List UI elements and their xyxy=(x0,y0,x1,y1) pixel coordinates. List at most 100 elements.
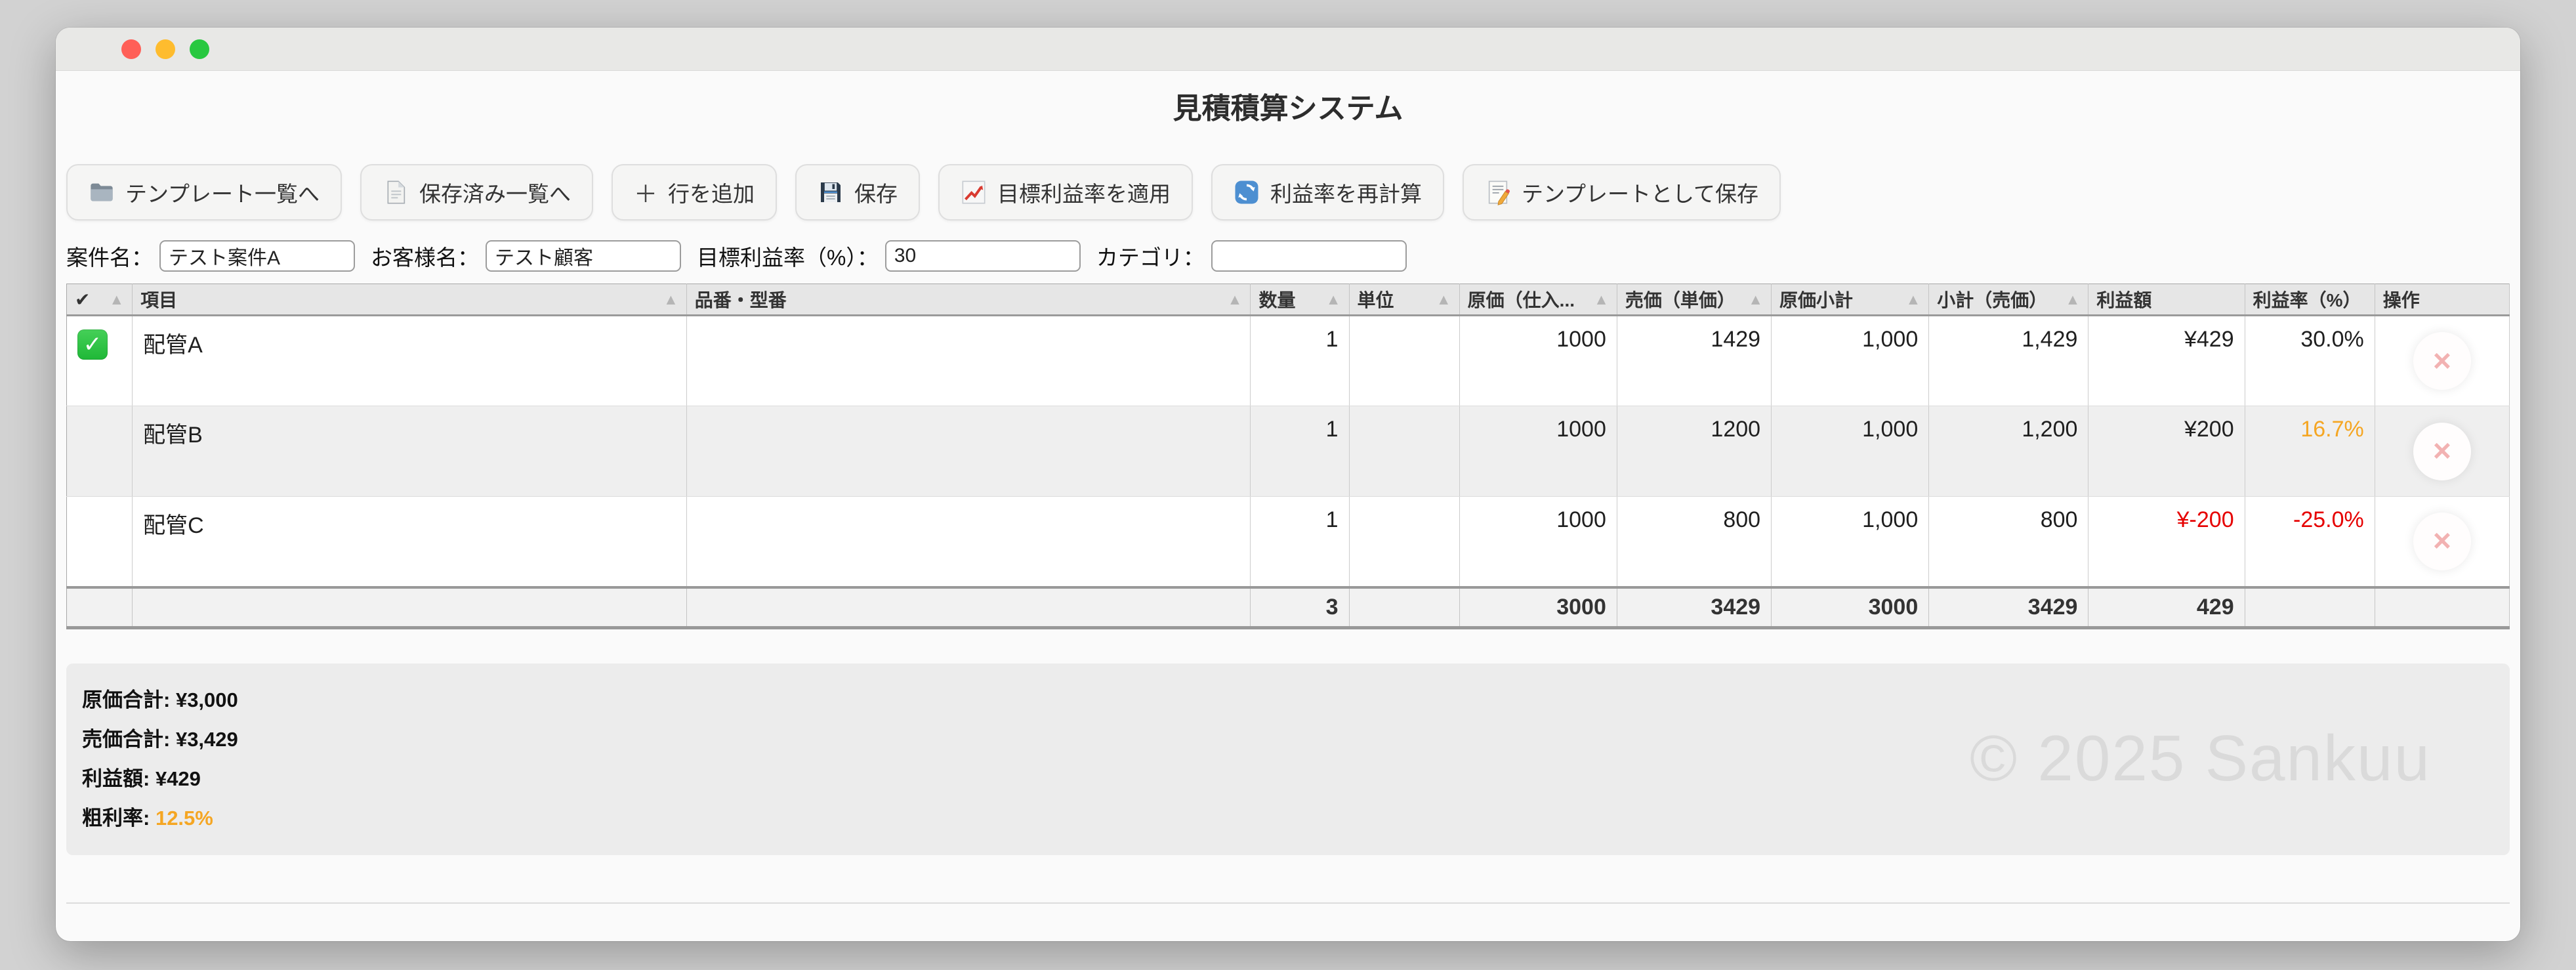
cell-profit: ¥-200 xyxy=(2088,496,2245,587)
target-margin-field[interactable] xyxy=(884,240,1081,272)
cell-margin: 30.0% xyxy=(2245,315,2375,406)
sort-asc-icon: ▲ xyxy=(1436,290,1451,308)
document-icon xyxy=(383,179,409,205)
cell-unit[interactable] xyxy=(1349,496,1460,587)
toolbar: テンプレート一覧へ 保存済み一覧へ ＋ 行を追加 保存 xyxy=(66,164,2510,221)
cell-profit: ¥429 xyxy=(2088,315,2245,406)
cell-price[interactable]: 800 xyxy=(1617,496,1772,587)
cell-cost[interactable]: 1000 xyxy=(1459,406,1617,497)
cell-actions: × xyxy=(2375,406,2510,497)
saved-list-button[interactable]: 保存済み一覧へ xyxy=(360,164,594,221)
close-button[interactable] xyxy=(121,39,141,59)
zoom-button[interactable] xyxy=(190,39,209,59)
category-field[interactable] xyxy=(1211,240,1407,272)
cell-price-subtotal: 1,429 xyxy=(1928,315,2089,406)
totals-cost-subtotal: 3000 xyxy=(1771,585,1930,629)
totals-part-no-cell xyxy=(686,585,1251,629)
sort-asc-icon: ▲ xyxy=(1227,290,1243,308)
save-as-template-button[interactable]: テンプレートとして保存 xyxy=(1463,164,1781,221)
cell-item[interactable]: 配管B xyxy=(132,406,687,497)
table-row: ✓ 配管A 1 1000 1429 1,000 1,429 ¥429 30.0%… xyxy=(66,315,2510,406)
sort-asc-icon: ▲ xyxy=(663,290,678,308)
column-header-cost-subtotal[interactable]: 原価小計 ▲ xyxy=(1771,284,1930,316)
column-header-price-subtotal[interactable]: 小計（売価） ▲ xyxy=(1928,284,2089,316)
cell-qty[interactable]: 1 xyxy=(1250,496,1350,587)
estimate-table: ✔ ▲ 項目 ▲ 品番・型番 ▲ 数量 ▲ 単位 ▲ 原価（仕入... ▲ 売価（単価） ▲ … xyxy=(66,284,2510,629)
save-button[interactable]: 保存 xyxy=(795,164,921,221)
cell-qty[interactable]: 1 xyxy=(1250,315,1350,406)
table-row: 配管B 1 1000 1200 1,000 1,200 ¥200 16.7% × xyxy=(66,406,2510,497)
cell-item[interactable]: 配管A xyxy=(132,315,687,406)
cell-price-subtotal: 1,200 xyxy=(1928,406,2089,497)
column-header-item[interactable]: 項目 ▲ xyxy=(132,284,687,316)
summary-cost-total: 原価合計: ¥3,000 xyxy=(82,688,238,711)
cell-cost-subtotal: 1,000 xyxy=(1771,496,1930,587)
cell-price[interactable]: 1200 xyxy=(1617,406,1772,497)
category-label: カテゴリ： xyxy=(1096,245,1205,270)
floppy-icon xyxy=(818,179,844,205)
cell-part-no[interactable] xyxy=(686,406,1251,497)
recalculate-margin-label: 利益率を再計算 xyxy=(1270,182,1423,206)
column-header-qty[interactable]: 数量 ▲ xyxy=(1250,284,1350,316)
add-row-label: 行を追加 xyxy=(668,182,755,206)
cell-item[interactable]: 配管C xyxy=(132,496,687,587)
traffic-lights xyxy=(121,39,209,59)
cell-unit[interactable] xyxy=(1349,315,1460,406)
delete-row-button[interactable]: × xyxy=(2413,422,2471,480)
cell-price-subtotal: 800 xyxy=(1928,496,2089,587)
footer-divider xyxy=(66,902,2510,904)
template-list-button[interactable]: テンプレート一覧へ xyxy=(66,164,343,221)
delete-row-button[interactable]: × xyxy=(2413,512,2471,570)
row-select-cell[interactable] xyxy=(66,406,133,497)
saved-list-label: 保存済み一覧へ xyxy=(419,182,571,206)
totals-price: 3429 xyxy=(1617,585,1772,629)
sort-asc-icon: ▲ xyxy=(109,290,125,308)
customer-name-label: お客様名： xyxy=(371,245,479,270)
column-header-actions: 操作 xyxy=(2375,284,2510,316)
column-header-price[interactable]: 売価（単価） ▲ xyxy=(1617,284,1772,316)
apply-target-margin-button[interactable]: 目標利益率を適用 xyxy=(938,164,1194,221)
cell-cost[interactable]: 1000 xyxy=(1459,496,1617,587)
refresh-icon xyxy=(1234,179,1260,205)
cell-price[interactable]: 1429 xyxy=(1617,315,1772,406)
sort-asc-icon: ▲ xyxy=(1325,290,1341,308)
copyright-watermark: © 2025 Sankuu xyxy=(1969,722,2431,794)
totals-profit: 429 xyxy=(2088,585,2245,629)
column-header-unit[interactable]: 単位 ▲ xyxy=(1349,284,1460,316)
project-name-field[interactable] xyxy=(159,240,355,272)
column-header-profit[interactable]: 利益額 xyxy=(2088,284,2245,316)
column-header-part-no[interactable]: 品番・型番 ▲ xyxy=(686,284,1251,316)
recalculate-margin-button[interactable]: 利益率を再計算 xyxy=(1211,164,1445,221)
minimize-button[interactable] xyxy=(156,39,175,59)
cell-unit[interactable] xyxy=(1349,406,1460,497)
sort-asc-icon: ▲ xyxy=(1905,290,1921,308)
memo-icon xyxy=(1485,179,1511,205)
row-select-cell[interactable]: ✓ xyxy=(66,315,133,406)
add-row-button[interactable]: ＋ 行を追加 xyxy=(612,164,778,221)
row-checkbox-checked[interactable]: ✓ xyxy=(77,329,108,360)
row-select-cell[interactable] xyxy=(66,496,133,587)
sort-asc-icon: ▲ xyxy=(2065,290,2081,308)
column-header-cost[interactable]: 原価（仕入... ▲ xyxy=(1459,284,1617,316)
totals-price-subtotal: 3429 xyxy=(1928,585,2089,629)
totals-cost: 3000 xyxy=(1459,585,1617,629)
column-header-select[interactable]: ✔ ▲ xyxy=(66,284,133,316)
chart-up-icon xyxy=(961,179,987,205)
apply-target-margin-label: 目標利益率を適用 xyxy=(997,182,1171,206)
cell-part-no[interactable] xyxy=(686,315,1251,406)
customer-name-field[interactable] xyxy=(486,240,681,272)
cell-qty[interactable]: 1 xyxy=(1250,406,1350,497)
column-header-margin[interactable]: 利益率（%） xyxy=(2245,284,2375,316)
titlebar[interactable] xyxy=(56,28,2520,71)
case-info-form: 案件名： お客様名： 目標利益率（%）： カテゴリ： xyxy=(66,240,2510,272)
sort-asc-icon: ▲ xyxy=(1594,290,1609,308)
cell-part-no[interactable] xyxy=(686,496,1251,587)
cell-margin: 16.7% xyxy=(2245,406,2375,497)
save-as-template-label: テンプレートとして保存 xyxy=(1522,182,1759,206)
delete-row-button[interactable]: × xyxy=(2413,332,2471,390)
delete-icon: × xyxy=(2432,524,2451,559)
totals-unit-cell xyxy=(1349,585,1460,629)
summary-panel: 原価合計: ¥3,000 売価合計: ¥3,429 利益額: ¥429 粗利率:… xyxy=(66,664,2510,855)
header-row: ✔ ▲ 項目 ▲ 品番・型番 ▲ 数量 ▲ 単位 ▲ 原価（仕入... ▲ 売価（単価） ▲ … xyxy=(66,284,2510,316)
cell-cost[interactable]: 1000 xyxy=(1459,315,1617,406)
